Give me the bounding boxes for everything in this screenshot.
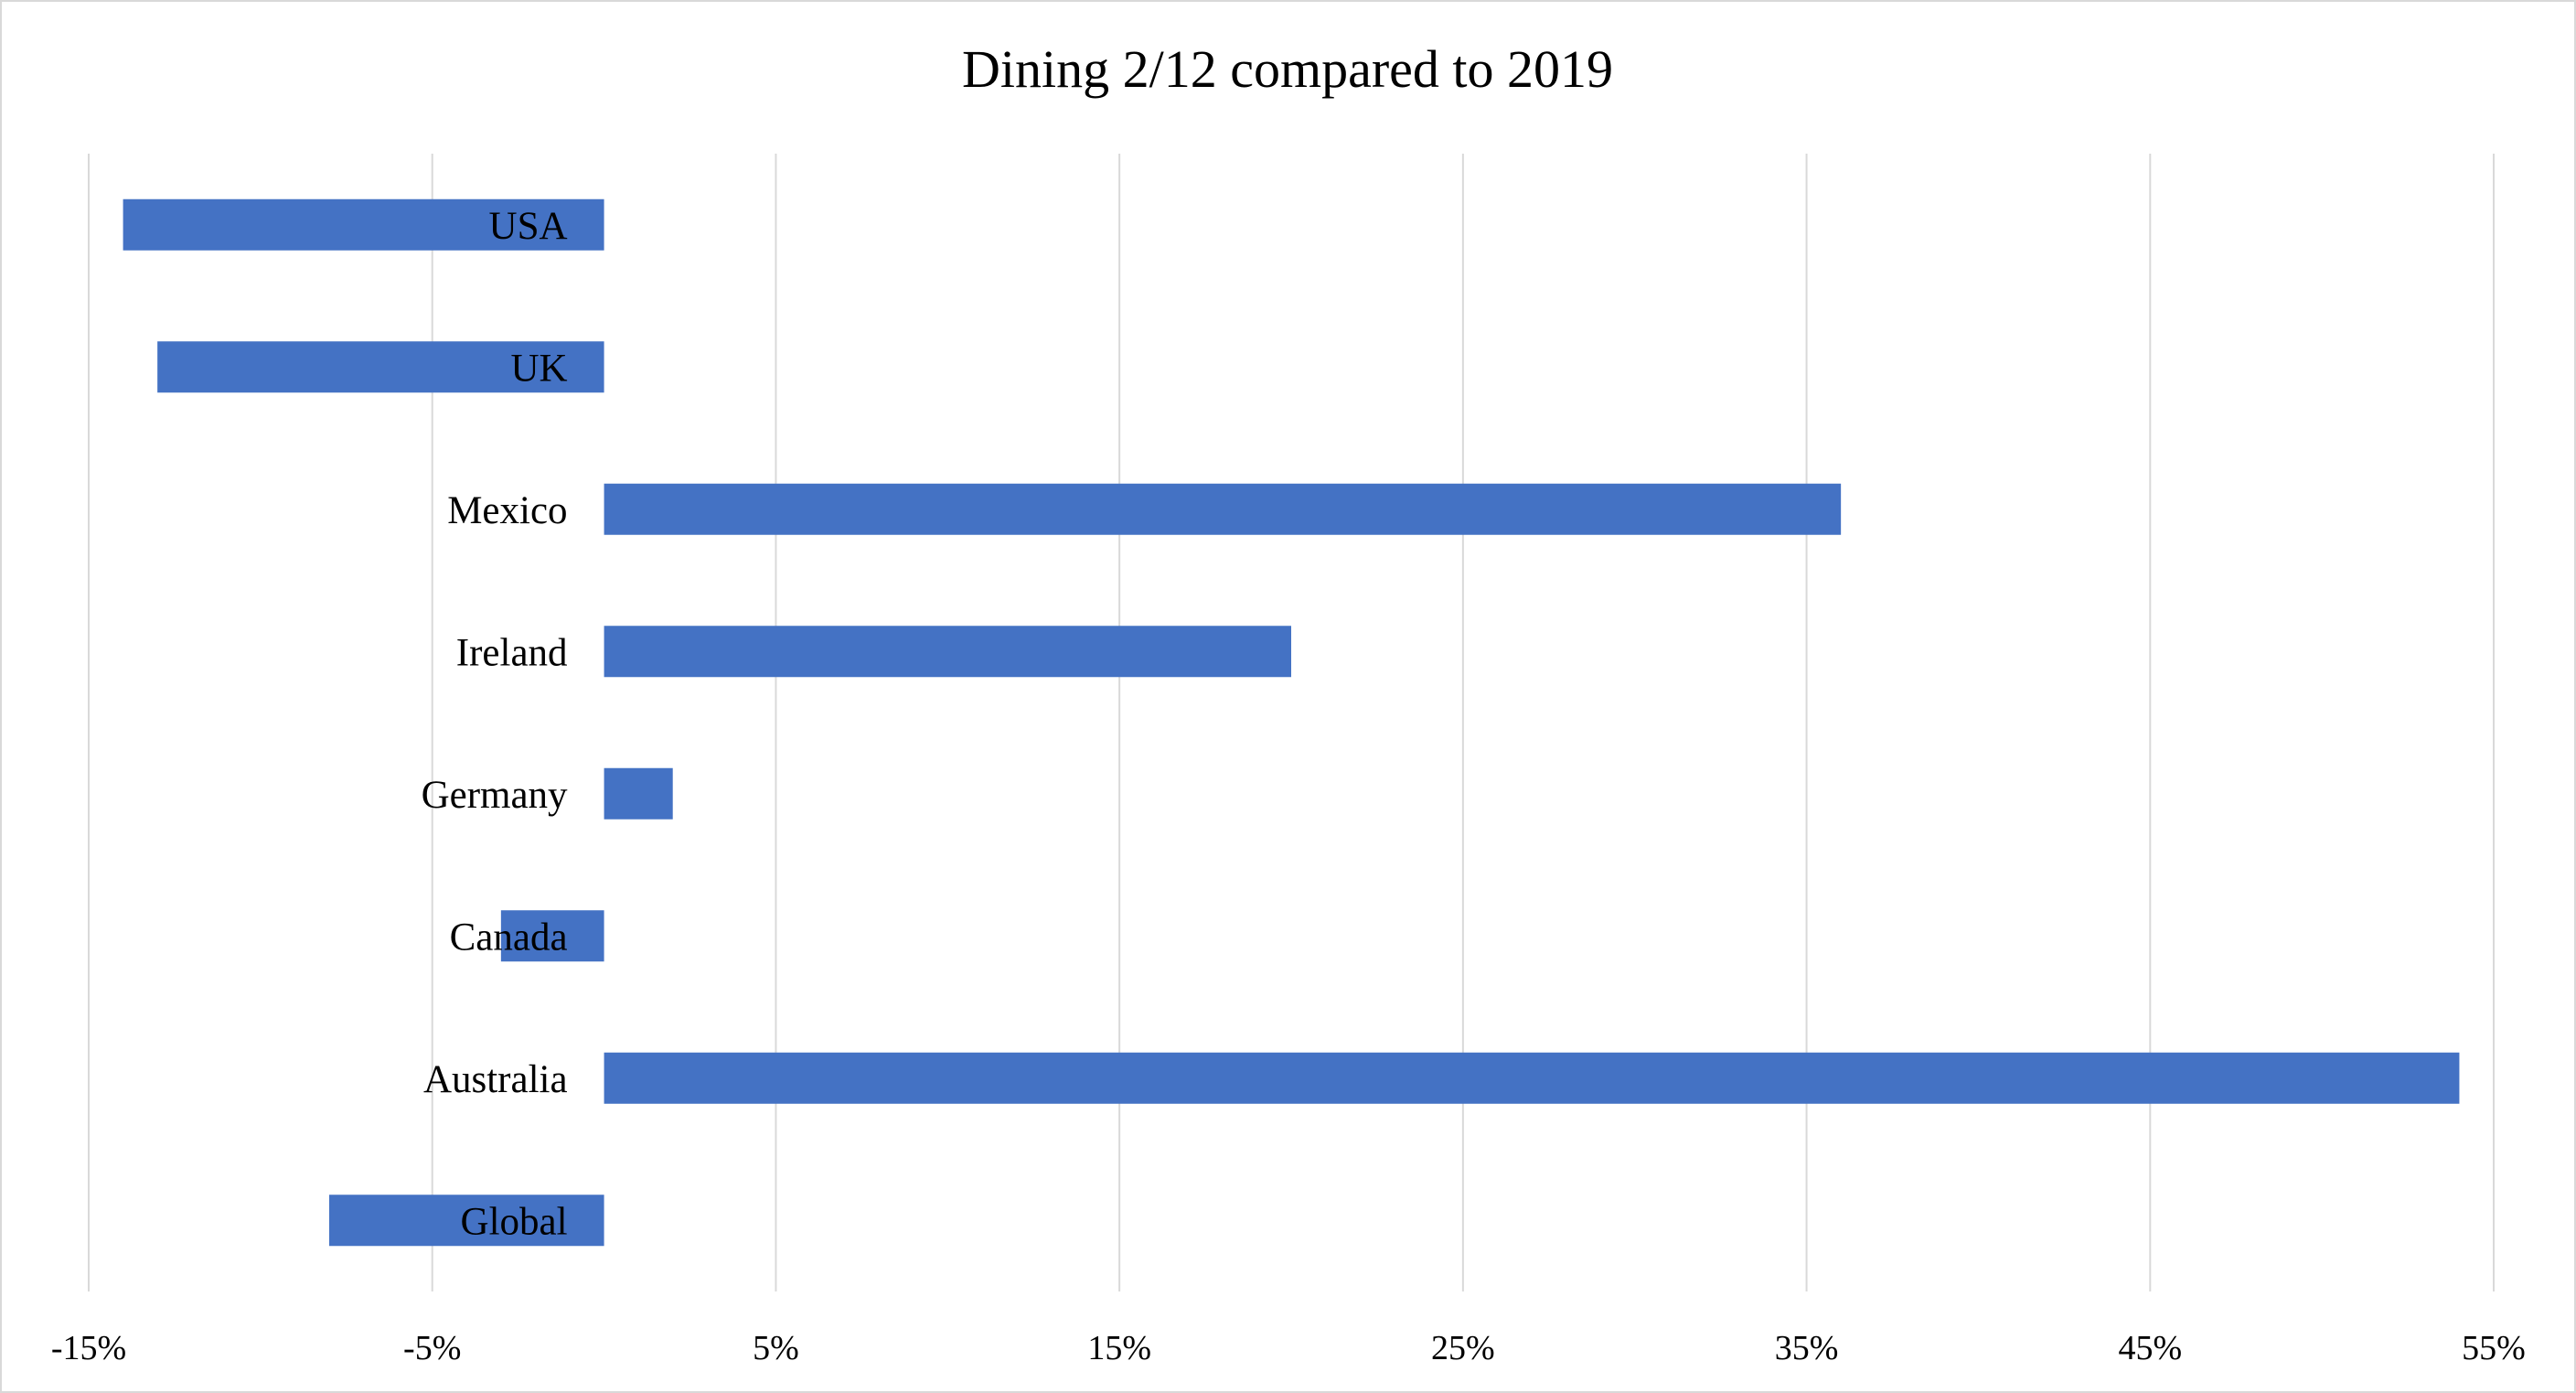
category-labels: USA UK Mexico Ireland Germany Canada Australia… [422, 205, 568, 1244]
chart-title: Dining 2/12 compared to 2019 [962, 39, 1613, 99]
category-label-uk: UK [510, 347, 567, 390]
category-label-australia: Australia [423, 1058, 568, 1101]
bar-usa [123, 198, 604, 251]
bar-canada [500, 910, 604, 962]
x-tick-label: 45% [2118, 1329, 2182, 1367]
x-tick-label: -15% [51, 1329, 126, 1367]
category-label-mexico: Mexico [447, 489, 567, 532]
x-tick-label: 55% [2462, 1329, 2526, 1367]
category-label-ireland: Ireland [456, 631, 568, 674]
x-tick-label: 35% [1775, 1329, 1839, 1367]
bar-uk [157, 341, 604, 393]
x-tick-label: 25% [1431, 1329, 1495, 1367]
category-label-germany: Germany [422, 774, 568, 817]
x-tick-label: 15% [1087, 1329, 1151, 1367]
bar-global [329, 1195, 604, 1247]
bar-australia [604, 1052, 2460, 1104]
category-label-global: Global [461, 1200, 568, 1243]
gridlines [88, 154, 2495, 1291]
bar-germany [604, 767, 673, 820]
category-label-usa: USA [489, 205, 568, 248]
bars [123, 198, 2460, 1247]
bar-ireland [604, 626, 1291, 678]
x-tick-label: -5% [403, 1329, 461, 1367]
bar-mexico [604, 483, 1842, 535]
category-label-canada: Canada [450, 916, 568, 959]
x-axis-tick-labels: -15% -5% 5% 15% 25% 35% 45% 55% [51, 1329, 2526, 1367]
x-tick-label: 5% [753, 1329, 799, 1367]
